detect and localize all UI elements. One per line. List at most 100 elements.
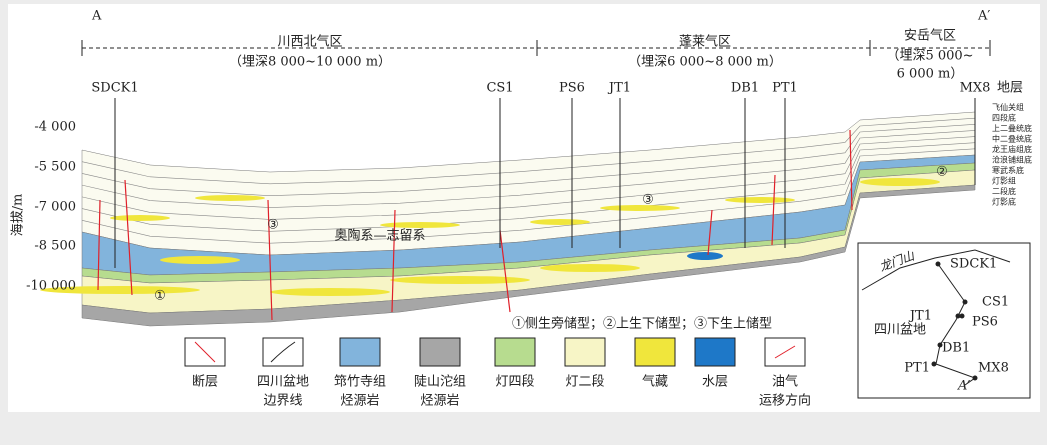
fault bbox=[97, 199, 101, 291]
strata-line bbox=[81, 136, 976, 220]
inset-frame bbox=[857, 242, 1031, 399]
gas-lens bbox=[600, 205, 680, 211]
footer bbox=[8, 412, 1040, 445]
legend-swatch bbox=[339, 337, 381, 367]
region-depth: （埋深6 000~8 000 m） bbox=[628, 55, 782, 70]
inset-well bbox=[972, 375, 978, 381]
inset-label: 四川盆地 bbox=[874, 323, 926, 338]
region-ticks bbox=[81, 40, 991, 56]
region-depth: （埋深8 000~10 000 m） bbox=[229, 55, 391, 70]
legend-label: 筇竹寺组 bbox=[334, 374, 386, 390]
strata-line bbox=[81, 130, 976, 208]
type-mark: ① bbox=[154, 289, 166, 304]
y-tick-label: -10 000 bbox=[26, 279, 76, 294]
inset-well-label: MX8 bbox=[978, 361, 1009, 376]
well-label: CS1 bbox=[486, 81, 513, 96]
basin-boundary bbox=[861, 249, 1011, 291]
fault bbox=[391, 209, 396, 313]
water-lens bbox=[687, 252, 723, 260]
legend-swatch bbox=[494, 337, 536, 367]
strata-line bbox=[81, 117, 976, 185]
well-label: PS6 bbox=[559, 81, 585, 96]
region-depth: （埋深5 000~ bbox=[886, 49, 973, 64]
strata-label: 二段底 bbox=[992, 186, 1016, 196]
gas-lens bbox=[110, 215, 170, 221]
strata-line bbox=[81, 123, 976, 197]
legend-swatch bbox=[634, 337, 676, 367]
legend-label: 断层 bbox=[192, 375, 218, 390]
legend-label: 烃源岩 bbox=[340, 394, 379, 409]
inset-well-label: PS6 bbox=[972, 315, 998, 330]
legend-label: 边界线 bbox=[263, 394, 302, 409]
legend-label: 烃源岩 bbox=[420, 394, 459, 409]
legend-label: 运移方向 bbox=[759, 393, 811, 409]
strata-label: 沧浪铺组底 bbox=[992, 155, 1032, 165]
gas-lens bbox=[40, 286, 200, 294]
gas-lens bbox=[530, 219, 590, 225]
strata-header: 地层 bbox=[997, 81, 1023, 96]
inset-well bbox=[931, 361, 937, 367]
region-depth: 6 000 m） bbox=[897, 67, 964, 82]
inset-well-label: CS1 bbox=[982, 295, 1009, 310]
inset-well-label: PT1 bbox=[904, 361, 930, 376]
y-tick-label: -8 500 bbox=[34, 239, 76, 254]
inset-well-label: DB1 bbox=[942, 341, 970, 356]
gas-lens bbox=[540, 264, 640, 272]
inset-well-label: SDCK1 bbox=[950, 257, 997, 272]
inset-well bbox=[935, 261, 941, 267]
region-name: 蓬莱气区 bbox=[679, 34, 731, 50]
y-tick-label: -7 000 bbox=[34, 200, 76, 215]
region-name: 安岳气区 bbox=[904, 28, 956, 44]
strata-label: 中二叠统底 bbox=[992, 134, 1032, 144]
fault bbox=[849, 129, 853, 211]
strata-label: 飞仙关组 bbox=[992, 102, 1024, 112]
formation-label: 奥陶系—志留系 bbox=[334, 228, 425, 244]
strata-label: 寒武系底 bbox=[992, 165, 1024, 175]
legend-fault bbox=[194, 341, 216, 363]
doushantuo-source bbox=[81, 184, 976, 327]
region-name: 川西北气区 bbox=[277, 34, 342, 50]
strata-layers bbox=[40, 111, 976, 327]
strata-label: 上二叠统底 bbox=[992, 123, 1032, 133]
legend-label: 灯二段 bbox=[565, 375, 604, 390]
wells: SDCK1 CS1 PS6 JT1 DB1 PT1 MX8 bbox=[91, 81, 991, 268]
strata-label: 灯影底 bbox=[992, 197, 1016, 207]
well-label: JT1 bbox=[607, 81, 631, 96]
legend-swatch bbox=[419, 337, 461, 367]
legend-swatch bbox=[694, 337, 736, 367]
y-tick-label: -4 000 bbox=[34, 120, 76, 135]
strata-line bbox=[81, 142, 976, 232]
gas-lens bbox=[860, 178, 940, 186]
strata-label: 灯影组 bbox=[992, 176, 1016, 186]
gas-lens bbox=[195, 195, 265, 201]
strata-label: 四段底 bbox=[992, 113, 1016, 123]
legend-swatch bbox=[564, 337, 606, 367]
legend-swatch bbox=[262, 337, 304, 367]
fault bbox=[267, 199, 273, 321]
gas-lens bbox=[725, 197, 795, 203]
gas-lens bbox=[380, 222, 460, 228]
legend-boundary bbox=[270, 341, 296, 363]
end-label: A′ bbox=[977, 9, 990, 24]
fault bbox=[499, 229, 511, 313]
well-label: MX8 bbox=[960, 81, 991, 96]
inset-well bbox=[962, 299, 968, 305]
gas-lens bbox=[390, 276, 530, 284]
legend-label: 灯四段 bbox=[495, 375, 534, 390]
well-label: PT1 bbox=[772, 81, 798, 96]
legend-label: 油气 bbox=[772, 374, 798, 390]
fault bbox=[771, 174, 776, 246]
type-mark: ③ bbox=[642, 193, 654, 208]
y-tick-label: -5 500 bbox=[34, 160, 76, 175]
strata-label: 龙王庙组底 bbox=[992, 144, 1032, 154]
legend-label: 水层 bbox=[702, 375, 728, 390]
legend-label: 陡山沱组 bbox=[414, 374, 466, 390]
fault bbox=[707, 209, 713, 256]
inset-end: A′ bbox=[957, 379, 970, 394]
gas-lens bbox=[270, 288, 390, 296]
